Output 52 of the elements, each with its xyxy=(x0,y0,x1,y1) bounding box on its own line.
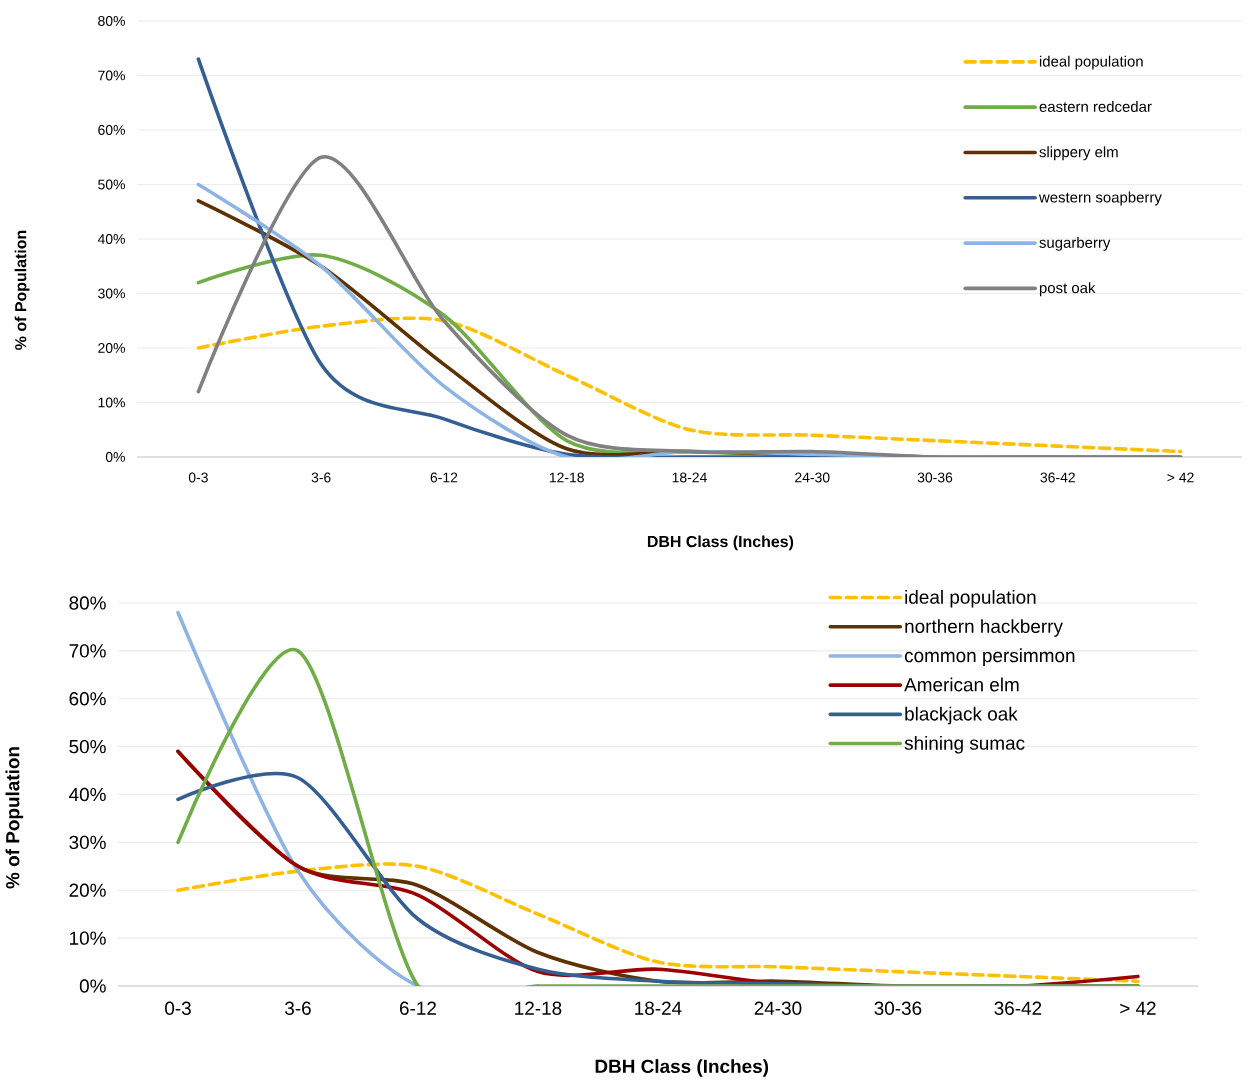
y-tick-label: 10% xyxy=(98,397,125,408)
legend-label: slippery elm xyxy=(1039,146,1118,161)
x-tick-label: 18-24 xyxy=(672,472,707,483)
y-tick-label: 40% xyxy=(69,787,106,802)
x-tick-label: 12-18 xyxy=(549,472,584,483)
y-tick-label: 50% xyxy=(98,179,125,190)
y-tick-label: 80% xyxy=(69,596,106,610)
x-tick-label: 24-30 xyxy=(754,1001,802,1015)
y-tick-label: 80% xyxy=(98,16,125,26)
x-tick-label: 36-42 xyxy=(1040,472,1075,483)
y-tick-label: 0% xyxy=(79,979,106,993)
y-tick-label: 30% xyxy=(98,288,125,299)
y-axis-title: % of Population xyxy=(14,230,30,350)
legend-label: common persimmon xyxy=(904,648,1075,666)
legend-label: American elm xyxy=(904,677,1019,692)
y-tick-label: 10% xyxy=(70,931,106,945)
y-tick-label: 30% xyxy=(69,835,106,850)
y-tick-label: 20% xyxy=(69,883,106,897)
legend-label: post oak xyxy=(1039,282,1096,297)
x-tick-label: 6-12 xyxy=(399,1001,436,1015)
x-axis-title: DBH Class (Inches) xyxy=(647,535,794,551)
legend-label: northern hackberry xyxy=(905,619,1063,637)
x-tick-label: 3-6 xyxy=(311,472,331,483)
y-tick-label: 60% xyxy=(69,692,106,706)
legend-label: shining sumac xyxy=(904,735,1025,754)
y-tick-label: 60% xyxy=(98,125,125,135)
x-tick-label: 30-36 xyxy=(917,472,953,483)
y-tick-label: 40% xyxy=(97,234,125,244)
legend-label: western soapberry xyxy=(1038,191,1162,206)
x-tick-label: > 42 xyxy=(1120,1001,1156,1015)
legend-label: ideal population xyxy=(1039,55,1143,70)
x-tick-label: 24-30 xyxy=(795,472,830,483)
x-tick-label: 36-42 xyxy=(994,1001,1042,1015)
x-tick-label: 6-12 xyxy=(430,472,458,483)
x-tick-label: 3-6 xyxy=(285,1001,311,1015)
legend-label: ideal population xyxy=(905,589,1036,608)
x-axis-title: DBH Class (Inches) xyxy=(595,1059,769,1077)
legend-label: eastern redcedar xyxy=(1039,101,1152,112)
x-tick-label: 0-3 xyxy=(188,472,208,483)
y-axis-title: % of Population xyxy=(5,747,24,889)
legend-label: sugarberry xyxy=(1039,236,1111,251)
x-tick-label: 18-24 xyxy=(635,1001,682,1015)
x-tick-label: 12-18 xyxy=(515,1001,562,1015)
x-tick-label: 30-36 xyxy=(874,1001,922,1015)
y-tick-label: 70% xyxy=(69,644,106,658)
y-tick-label: 50% xyxy=(69,739,106,754)
y-tick-label: 20% xyxy=(98,343,125,353)
x-tick-label: 0-3 xyxy=(165,1001,191,1015)
legend-label: blackjack oak xyxy=(905,706,1018,725)
y-tick-label: 70% xyxy=(98,70,125,81)
x-tick-label: > 42 xyxy=(1167,472,1194,483)
y-tick-label: 0% xyxy=(105,452,125,462)
